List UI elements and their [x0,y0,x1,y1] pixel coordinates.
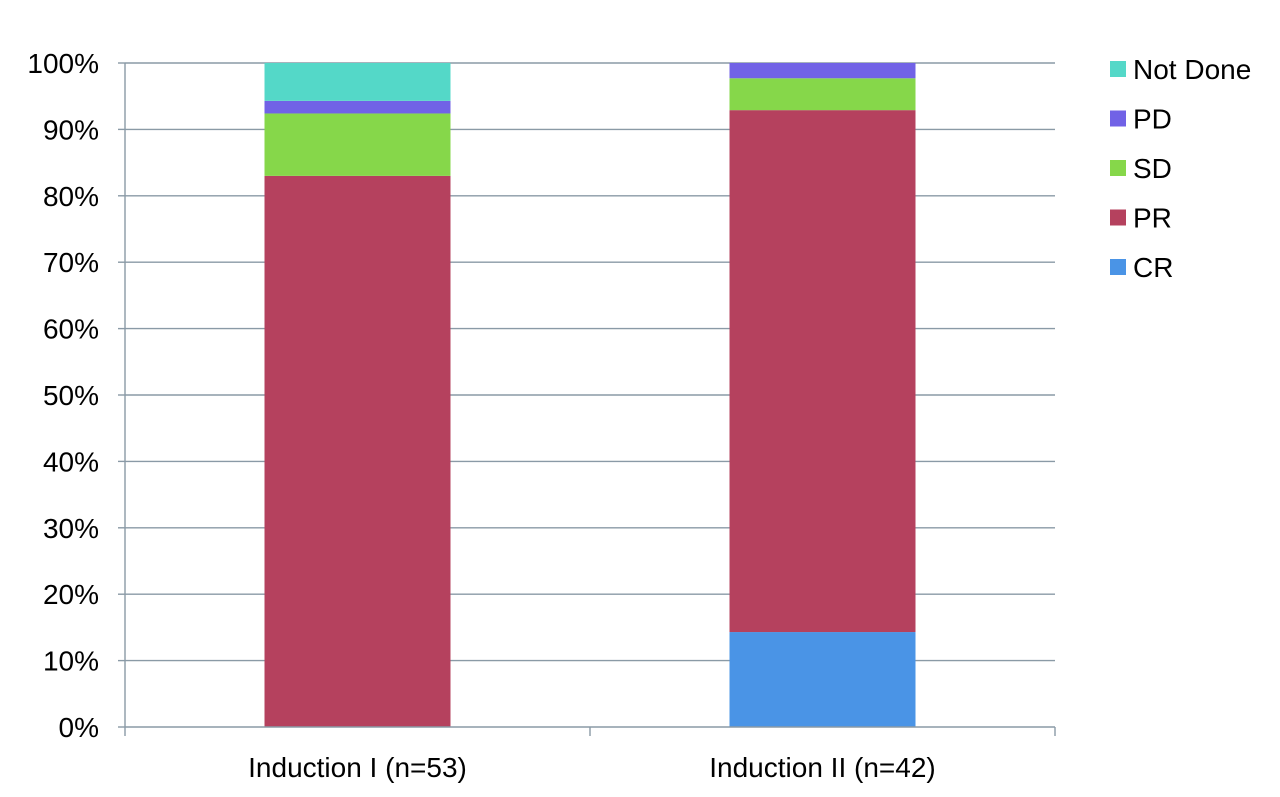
legend: Not Done PD SD PR CR [1110,54,1251,283]
x-category-label: Induction II (n=42) [709,752,935,783]
bar-segment-sd [264,113,451,176]
bar-segment-pd [264,100,451,114]
bar-segment-pd [729,63,916,79]
legend-label: SD [1133,153,1172,184]
legend-swatch [1110,160,1126,176]
bar-segment-not-done [264,63,451,101]
y-tick-label: 100% [27,48,99,79]
bar-segment-pr [729,110,916,633]
y-tick-label: 60% [43,314,99,345]
legend-swatch [1110,209,1126,226]
legend-label: PR [1133,203,1172,234]
bar-segment-pr [264,175,451,727]
y-tick-label: 30% [43,513,99,544]
y-tick-label: 20% [43,579,99,610]
bar-segment-cr [729,632,916,727]
y-tick-label: 80% [43,181,99,212]
bar-segment-sd [729,78,916,111]
legend-swatch [1110,259,1126,275]
legend-label: Not Done [1133,54,1251,85]
y-tick-label: 70% [43,247,99,278]
legend-swatch [1110,110,1126,127]
y-tick-label: 10% [43,646,99,677]
legend-label: PD [1133,104,1172,135]
axes: 0% 10% 20% 30% 40% 50% 60% 70% 80% 90% 100% Inducti… [27,48,1056,783]
legend-swatch [1110,61,1126,77]
y-tick-label: 50% [43,380,99,411]
bars [264,63,916,727]
y-tick-label: 40% [43,446,99,477]
y-tick-label: 0% [59,712,99,743]
x-category-label: Induction I (n=53) [248,752,467,783]
y-tick-label: 90% [43,114,99,145]
legend-label: CR [1133,252,1173,283]
